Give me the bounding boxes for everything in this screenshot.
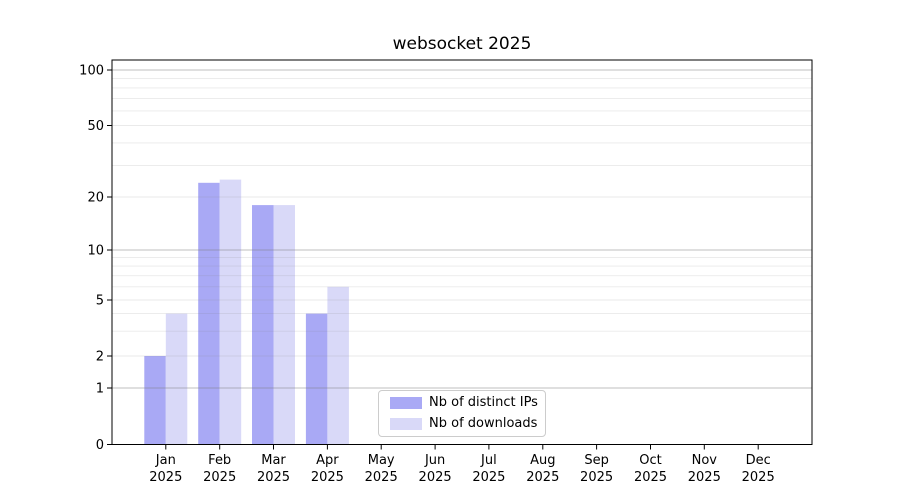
bar-feb-downloads	[219, 179, 242, 445]
chart-title: websocket 2025	[392, 34, 532, 54]
x-tick-label-year: 2025	[311, 470, 344, 485]
x-tick-label-year: 2025	[419, 470, 452, 485]
y-tick-label: 5	[96, 294, 104, 309]
legend-swatch-icon	[390, 397, 422, 409]
legend-label: Nb of downloads	[429, 416, 538, 431]
bar-jan-downloads	[165, 313, 188, 445]
bar-mar-distinct-ips	[252, 205, 274, 445]
x-tick-label-month: Apr	[316, 453, 339, 468]
bar-jan-distinct-ips	[144, 356, 166, 445]
x-tick-label-year: 2025	[526, 470, 559, 485]
x-tick-label-month: Feb	[208, 453, 231, 468]
x-tick-label-month: Nov	[692, 453, 718, 468]
x-tick-label-year: 2025	[580, 470, 613, 485]
y-tick-label: 2	[96, 350, 104, 365]
plot-border	[111, 59, 813, 445]
bar-mar-downloads	[273, 205, 295, 445]
y-tick-label: 10	[87, 244, 104, 259]
legend-entry: Nb of downloads	[390, 417, 545, 431]
x-tick-label-year: 2025	[149, 470, 182, 485]
x-tick-label-month: Sep	[584, 453, 609, 468]
bar-apr-distinct-ips	[305, 313, 328, 445]
x-tick-label-month: Jun	[424, 453, 445, 468]
y-tick-label: 1	[96, 382, 104, 397]
x-tick-label-month: Dec	[746, 453, 771, 468]
y-tick-label: 100	[79, 64, 104, 79]
legend: Nb of distinct IPs Nb of downloads	[378, 390, 546, 437]
x-tick-label-month: May	[368, 453, 395, 468]
x-tick-label-year: 2025	[688, 470, 721, 485]
y-tick-label: 0	[96, 438, 104, 453]
x-tick-label-year: 2025	[472, 470, 505, 485]
legend-swatch-icon	[390, 418, 422, 430]
legend-entry: Nb of distinct IPs	[390, 396, 545, 410]
x-tick-label-year: 2025	[634, 470, 667, 485]
y-tick-label: 20	[87, 191, 104, 206]
x-tick-label-year: 2025	[742, 470, 775, 485]
x-tick-label-year: 2025	[203, 470, 236, 485]
x-tick-label-month: Jul	[480, 453, 497, 468]
x-tick-label-year: 2025	[365, 470, 398, 485]
x-tick-label-year: 2025	[257, 470, 290, 485]
bar-feb-distinct-ips	[198, 182, 220, 445]
y-tick-label: 50	[87, 119, 104, 134]
legend-label: Nb of distinct IPs	[429, 395, 538, 410]
bar-apr-downloads	[327, 286, 349, 445]
x-tick-label-month: Mar	[261, 453, 286, 468]
x-tick-label-month: Jan	[155, 453, 176, 468]
x-tick-label-month: Aug	[530, 453, 555, 468]
x-tick-label-month: Oct	[639, 453, 661, 468]
